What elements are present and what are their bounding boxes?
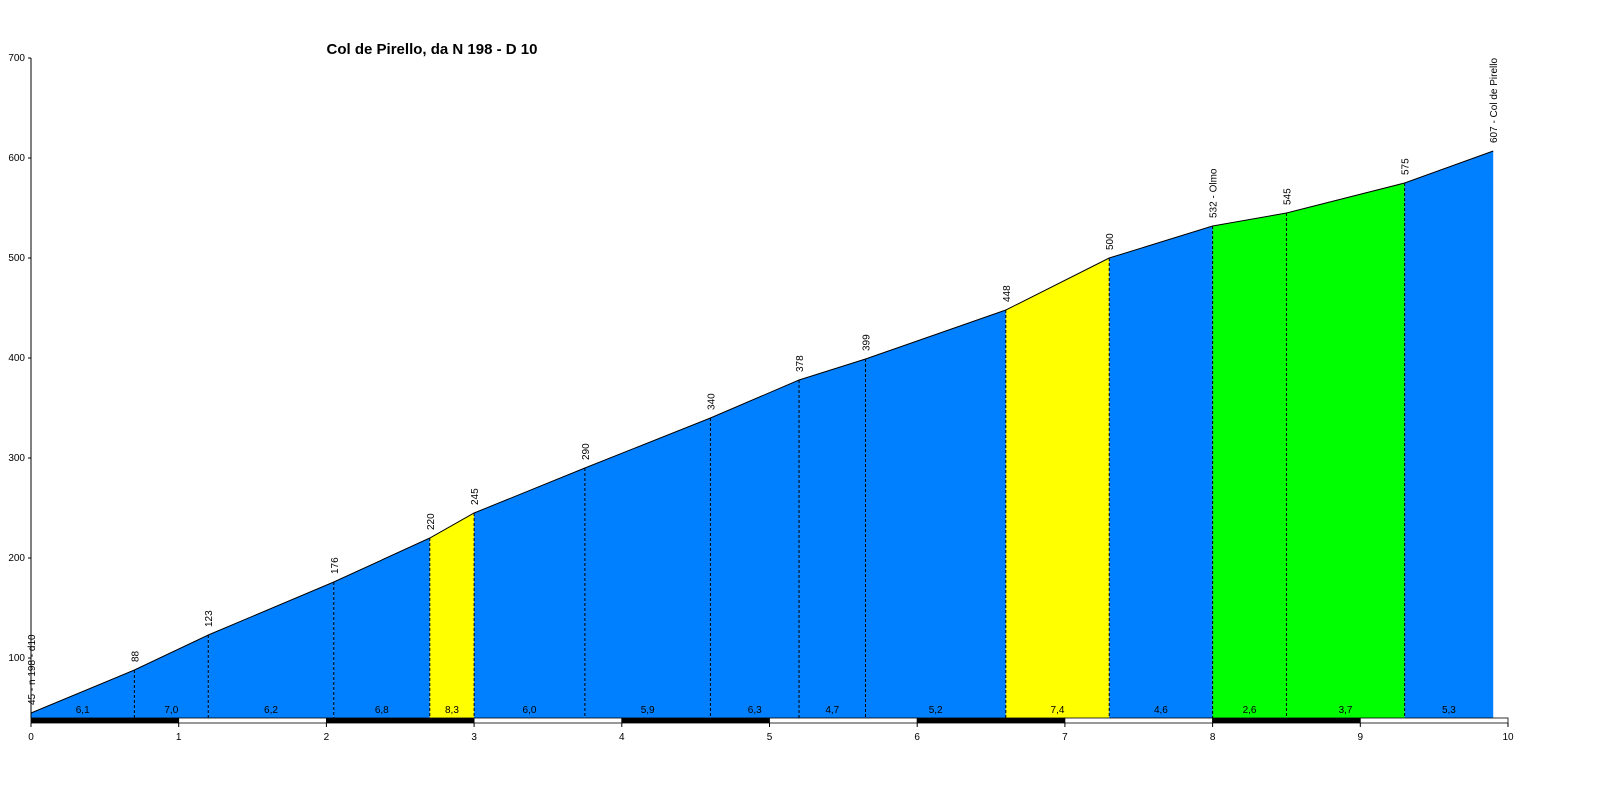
profile-segment [710,380,800,718]
segment-dividers [133,183,1406,718]
profile-segment [865,310,1006,718]
gradient-label: 5,9 [641,705,655,716]
gradient-label: 6,0 [523,705,537,716]
elevation-labels: 45 - n 198 - d10 88 123 176 220 245 290 340 378 3… [27,58,1500,705]
x-tick-label: 7 [1062,732,1068,743]
gradient-label: 2,6 [1243,705,1257,716]
elevation-label: 378 [795,355,806,372]
elevation-label: 607 - Col de Pirello [1489,58,1500,143]
y-tick-label: 200 [8,553,25,564]
scale-bar-block [473,717,623,724]
profile-segment [208,582,334,718]
profile-segment [429,513,475,718]
elevation-label: 340 [706,393,717,410]
elevation-label: 500 [1105,233,1116,250]
profile-segment [474,468,585,718]
profile-segment [1286,183,1405,718]
profile-segment [134,635,209,718]
chart-title: Col de Pirello, da N 198 - D 10 [327,41,538,58]
y-tick-label: 100 [8,653,25,664]
y-tick-label: 300 [8,453,25,464]
x-tick-label: 10 [1502,732,1514,743]
gradient-label: 7,4 [1051,705,1065,716]
x-tick-label: 3 [471,732,477,743]
scale-bar-block [178,717,327,724]
elevation-label: 532 - Olmo [1209,168,1220,218]
profile-segment [333,538,430,718]
elevation-label: 88 [130,650,141,662]
y-tick-label: 500 [8,253,25,264]
x-tick-label: 0 [28,732,34,743]
elevation-label: 575 [1401,158,1412,175]
x-tick-label: 4 [619,732,625,743]
scale-bar-block [1064,717,1214,724]
elevation-label: 45 - n 198 - d10 [27,634,38,705]
x-tick-label: 2 [324,732,330,743]
profile-segment [1404,151,1494,718]
profile-segments [31,151,1494,718]
y-tick-label: 400 [8,353,25,364]
x-tick-label: 5 [767,732,773,743]
scale-bar-block [621,717,770,724]
scale-bar-block [1359,717,1509,724]
gradient-labels: 6,1 7,0 6,2 6,8 8,3 6,0 5,9 6,3 4,7 5,2 7,4 4,6 2,6 3… [76,705,1457,716]
y-tick-label: 600 [8,153,25,164]
elevation-label: 245 [470,488,481,505]
profile-segment [584,418,711,718]
gradient-label: 6,1 [76,705,90,716]
gradient-label: 4,6 [1154,705,1168,716]
x-tick-label: 1 [176,732,182,743]
x-tick-label: 6 [914,732,920,743]
gradient-label: 5,3 [1442,705,1456,716]
profile-segment [1109,226,1213,718]
gradient-label: 3,7 [1339,705,1353,716]
elevation-label: 545 [1282,188,1293,205]
gradient-label: 6,2 [264,705,278,716]
profile-segment [31,670,135,718]
gradient-label: 8,3 [445,705,459,716]
profile-outline [30,150,1494,714]
scale-bar-block [325,717,475,724]
scale-bar-block [916,717,1066,724]
x-tick-label: 9 [1358,732,1364,743]
scale-bar-block [1212,717,1361,724]
elevation-label: 290 [581,443,592,460]
elevation-label: 123 [204,610,215,627]
gradient-label: 6,8 [375,705,389,716]
elevation-label: 220 [426,513,437,530]
gradient-label: 6,3 [748,705,762,716]
elevation-label: 176 [330,557,341,574]
profile-line [30,150,1494,714]
scale-bar-block [30,717,180,724]
y-tick-label: 700 [8,53,25,64]
elevation-label: 448 [1002,285,1013,302]
gradient-label: 5,2 [929,705,943,716]
elevation-label: 399 [862,334,873,351]
profile-segment [1212,213,1287,718]
scale-bar-block [769,717,918,724]
profile-segment [799,359,866,718]
profile-segment [1005,258,1110,718]
gradient-label: 4,7 [825,705,839,716]
x-tick-label: 8 [1210,732,1216,743]
gradient-label: 7,0 [164,705,178,716]
km-scale-bar [30,717,1509,724]
